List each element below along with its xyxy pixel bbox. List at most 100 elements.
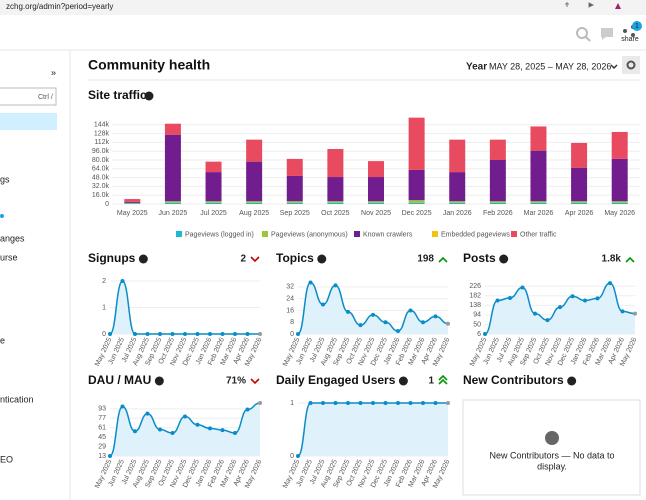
bar-segment <box>449 201 466 203</box>
bar-segment <box>205 172 222 202</box>
x-tick-label: May 2026 <box>604 210 635 217</box>
bar-segment <box>489 201 506 203</box>
report-value: 2 <box>240 254 246 265</box>
trend-arrow <box>625 256 635 263</box>
bar-segment <box>449 202 466 204</box>
help-icon <box>144 91 154 101</box>
help-mark: ? <box>502 256 506 263</box>
bar-segment <box>327 201 344 203</box>
url[interactable]: zchg.org/admin?period=yearly <box>6 2 113 11</box>
browser-icons <box>565 2 621 9</box>
legend-swatch[interactable] <box>176 231 182 237</box>
legend-swatch[interactable] <box>432 231 438 237</box>
legend-label[interactable]: Embedded pageviews <box>441 231 510 238</box>
y-tick-label: 96.0k <box>92 148 110 155</box>
point <box>396 329 400 334</box>
report-title[interactable]: New Contributors <box>463 373 564 387</box>
point <box>296 332 300 336</box>
sidebar-item[interactable]: ntication <box>0 394 34 404</box>
report-title[interactable]: DAU / MAU <box>88 373 151 387</box>
bar-segment <box>530 126 547 151</box>
x-tick-label: Jun 2025 <box>159 210 188 217</box>
point <box>570 294 575 299</box>
sidebar-item[interactable]: EO <box>0 454 13 464</box>
legend-label[interactable]: Other traffic <box>520 231 557 238</box>
y-tick-label: 1 <box>102 304 106 311</box>
period-dropdown[interactable] <box>610 64 618 70</box>
report-title[interactable]: Daily Engaged Users <box>276 373 396 387</box>
help-mark: ? <box>147 93 151 100</box>
sidebar-search[interactable] <box>0 87 57 106</box>
y-tick-label: 182 <box>469 293 481 300</box>
badge-count: 1 <box>635 23 639 30</box>
x-tick-label: Oct 2025 <box>321 210 350 217</box>
point <box>508 295 512 300</box>
report-title[interactable]: Topics <box>276 251 314 265</box>
bar-segment <box>286 175 303 202</box>
empty-icon <box>545 431 559 445</box>
collapse[interactable]: » <box>51 67 56 77</box>
point <box>408 308 413 313</box>
bar-segment <box>246 202 263 204</box>
bar-segment <box>124 202 141 204</box>
x-tick-label: Mar 2026 <box>524 210 554 217</box>
bar-segment <box>408 117 425 170</box>
point <box>145 332 150 336</box>
report-title[interactable]: Posts <box>463 251 496 265</box>
report-title[interactable]: Signups <box>88 251 136 265</box>
y-tick-label: 93 <box>98 406 106 413</box>
bar-segment <box>124 199 141 202</box>
sidebar-item[interactable]: anges <box>0 233 25 243</box>
bar-segment <box>489 139 506 160</box>
bar-segment <box>368 201 384 203</box>
point <box>446 321 450 326</box>
bar-segment <box>611 202 628 204</box>
point <box>346 401 350 405</box>
point <box>633 311 637 316</box>
point <box>183 414 187 419</box>
sidebar-item[interactable]: e <box>0 335 5 345</box>
point <box>583 298 587 303</box>
sidebar-active[interactable] <box>0 113 57 130</box>
legend-swatch[interactable] <box>262 231 268 237</box>
help-mark: ? <box>570 378 574 385</box>
bar-segment <box>205 202 222 204</box>
legend-swatch[interactable] <box>511 231 517 237</box>
x-tick-label: Feb 2026 <box>483 210 513 217</box>
point <box>183 332 187 336</box>
badge <box>632 21 642 31</box>
point <box>233 431 237 436</box>
legend-swatch[interactable] <box>354 231 360 237</box>
y-tick-label: 1 <box>290 400 294 407</box>
y-tick-label: 0 <box>105 201 109 208</box>
legend-label[interactable]: Pageviews (anonymous) <box>271 231 348 238</box>
sidebar-item[interactable]: urse <box>0 252 18 262</box>
sidebar-item[interactable]: gs <box>0 174 10 184</box>
bar-segment <box>611 201 628 203</box>
help-mark: ? <box>320 256 324 263</box>
bar-segment <box>571 142 588 168</box>
x-tick-label: Aug 2025 <box>239 210 269 217</box>
dot <box>0 214 4 218</box>
x-tick-label: Jan 2026 <box>443 210 472 217</box>
share-label[interactable]: share <box>621 36 639 43</box>
y-tick-label: 16 <box>286 307 294 314</box>
bar-segment <box>530 202 547 204</box>
point <box>358 323 363 328</box>
bar-segment <box>164 134 181 202</box>
point <box>371 401 375 405</box>
point <box>396 401 400 405</box>
settings-button[interactable] <box>622 56 640 74</box>
trend-arrow <box>250 256 260 263</box>
legend-label[interactable]: Pageviews (logged in) <box>185 231 254 238</box>
bar-segment <box>164 202 181 204</box>
bar-segment <box>449 139 466 173</box>
point <box>258 332 262 336</box>
period-range[interactable]: MAY 28, 2025 – MAY 28, 2026 <box>489 61 611 71</box>
section-title: Site traffic <box>88 88 147 102</box>
y-tick-label: 80.0k <box>92 157 110 164</box>
legend-label[interactable]: Known crawlers <box>363 231 413 238</box>
point <box>520 285 525 290</box>
x-tick-label: Sep 2025 <box>280 210 310 217</box>
x-tick-label: Apr 2026 <box>565 210 594 217</box>
